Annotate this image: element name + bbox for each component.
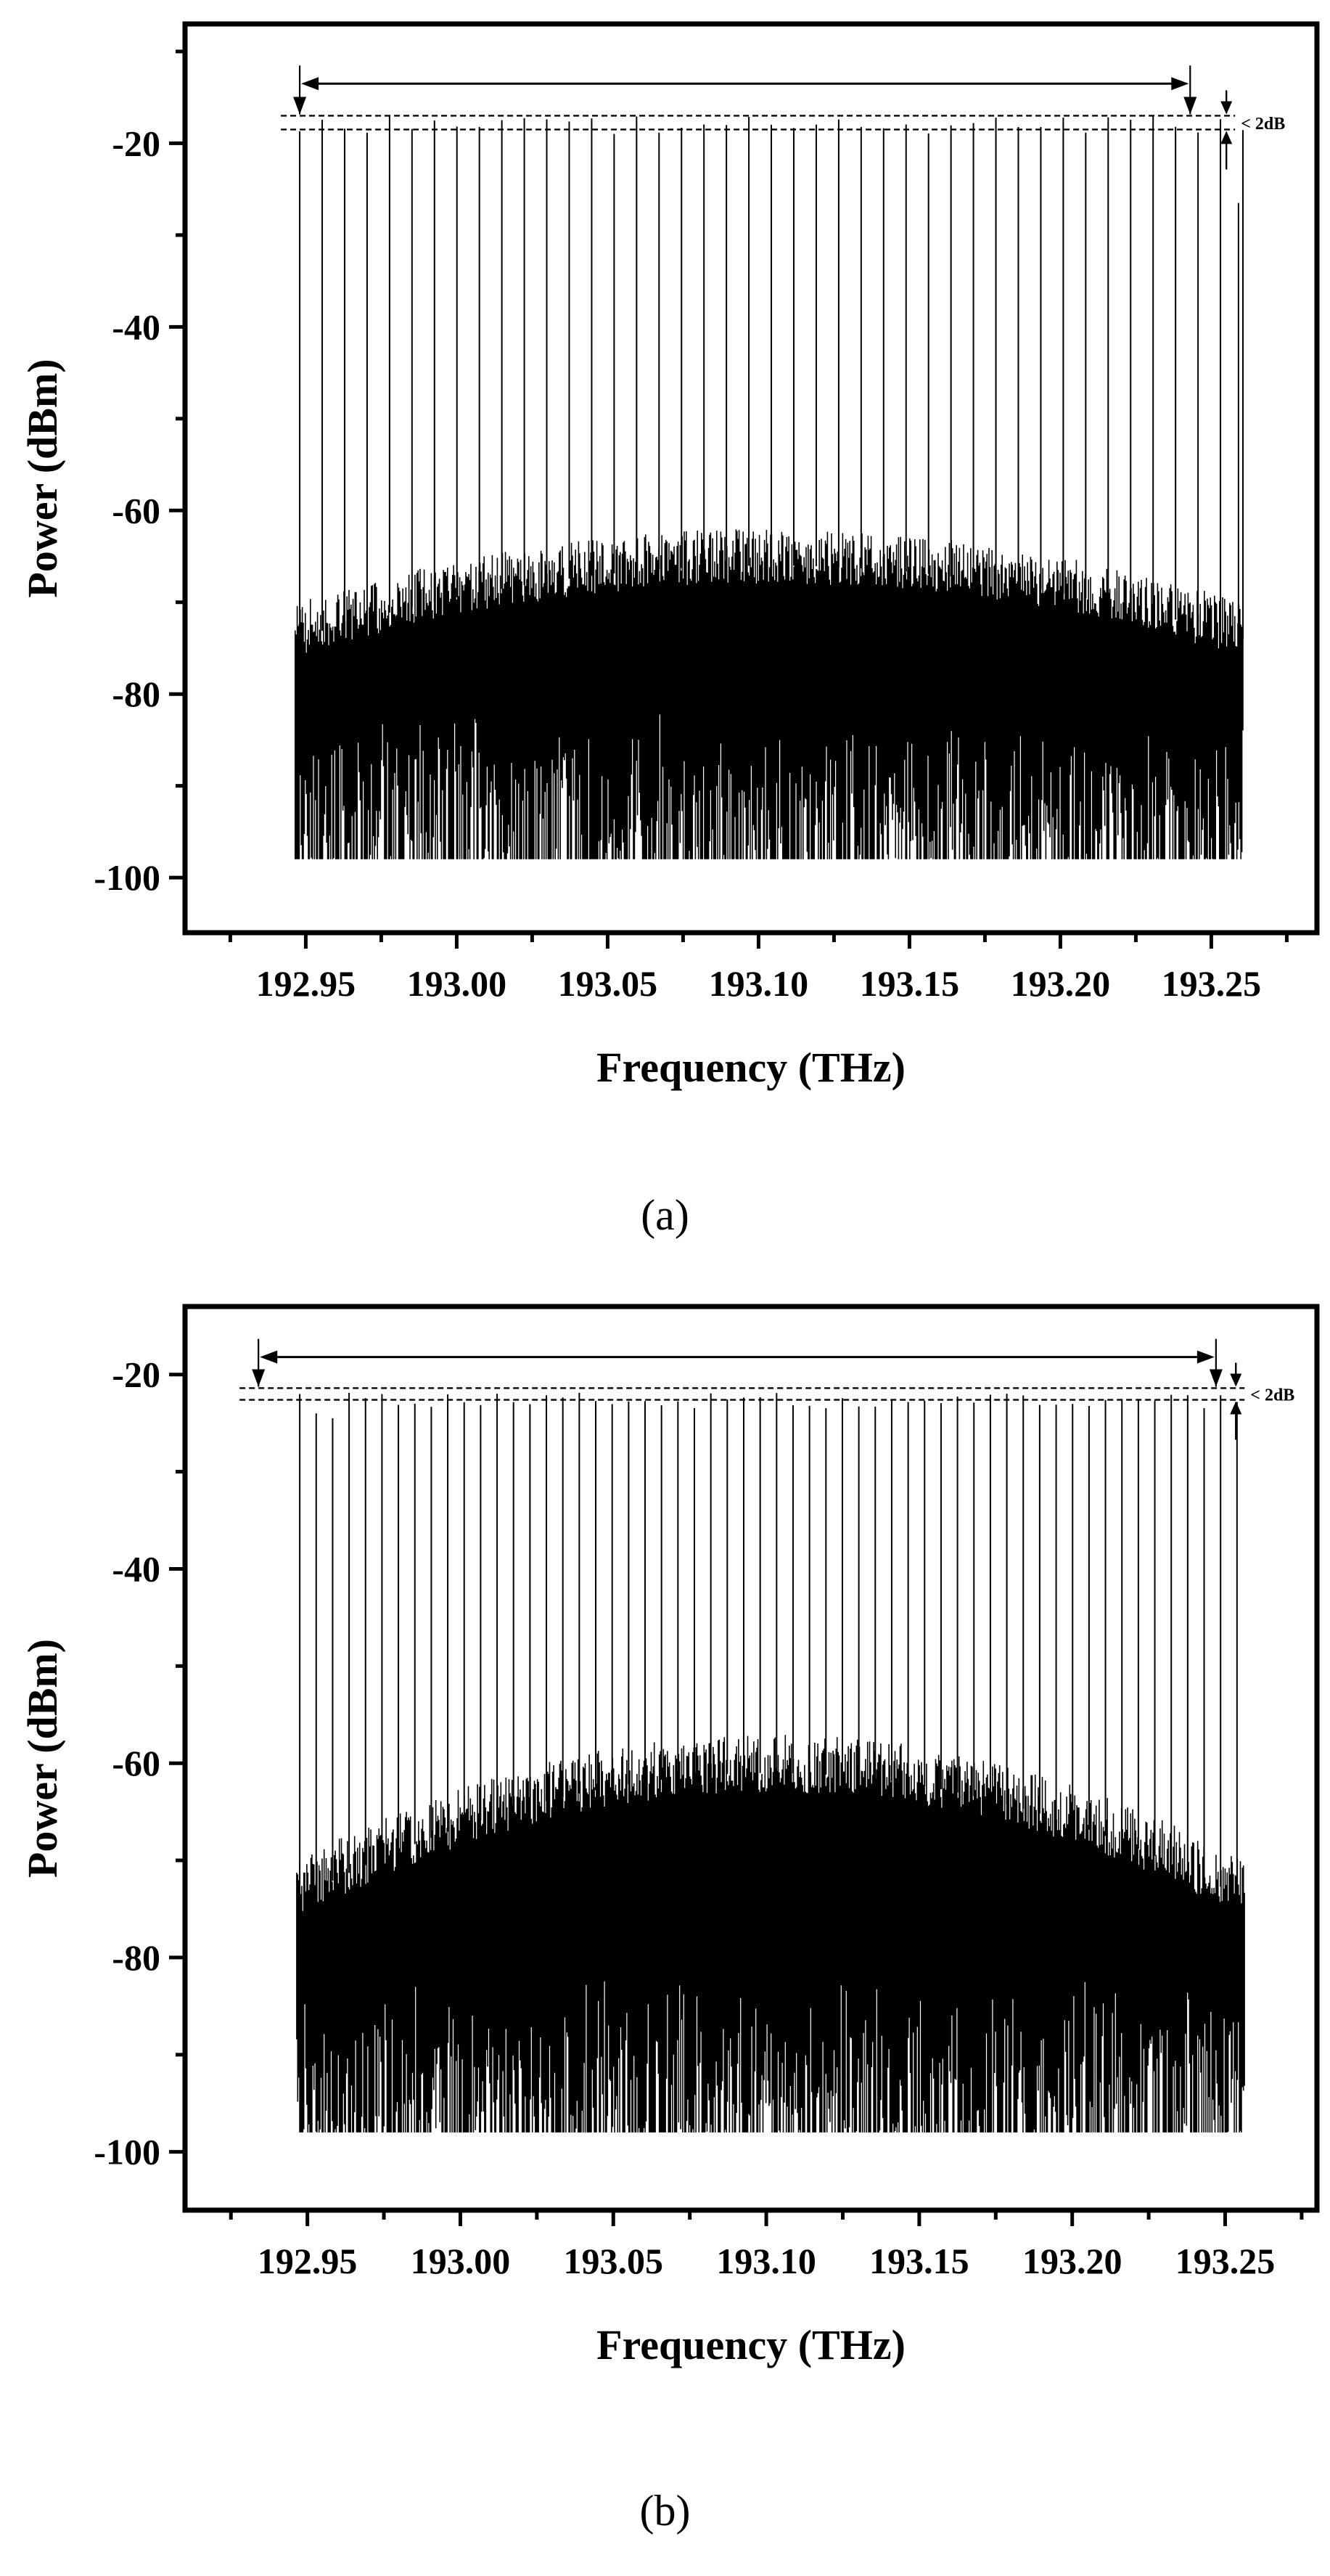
y-tick-label: -20 <box>112 1354 160 1395</box>
x-tick-label: 192.95 <box>258 2241 358 2281</box>
x-tick-label: 193.00 <box>411 2241 511 2281</box>
bracket-right-arrowhead <box>1183 97 1197 115</box>
span-arrowhead-right <box>1171 77 1189 91</box>
spectrum-chart-a: < 2dB 192.95 193.00 193.05 193.10 193.15 193.2… <box>19 21 1320 1091</box>
bracket-left-arrowhead <box>252 1369 266 1387</box>
x-tick-label: 193.05 <box>564 2241 664 2281</box>
flatness-label: < 2dB <box>1241 115 1285 134</box>
x-tick-label: 193.20 <box>1011 963 1111 1004</box>
x-tick-label: 193.00 <box>407 963 507 1004</box>
span-arrowhead-left <box>260 1350 278 1364</box>
caption-a: (a) <box>641 1191 689 1239</box>
flatness-marker-top-arrowhead <box>1220 101 1233 115</box>
caption-b: (b) <box>639 2487 691 2535</box>
x-tick-label: 193.20 <box>1022 2241 1122 2281</box>
plot-frame <box>182 21 1320 936</box>
x-tick-label: 192.95 <box>256 963 356 1004</box>
y-tick-label: -80 <box>112 674 160 714</box>
flatness-marker-top-arrowhead <box>1230 1373 1242 1387</box>
x-tick-label: 193.15 <box>860 963 960 1004</box>
y-tick-label: -40 <box>112 1548 160 1589</box>
noise-floor <box>296 1735 1245 2133</box>
flatness-marker-bottom-arrowhead <box>1230 1401 1242 1415</box>
y-axis-label: Power (dBm) <box>19 1639 66 1878</box>
y-tick-label: -100 <box>94 2132 160 2172</box>
x-axis-label: Frequency (THz) <box>596 2321 906 2368</box>
flatness-marker-bottom-arrowhead <box>1220 131 1233 144</box>
flatness-label: < 2dB <box>1250 1386 1294 1404</box>
x-tick-label: 193.15 <box>869 2241 969 2281</box>
x-tick-label: 193.10 <box>709 963 809 1004</box>
x-tick-label: 193.10 <box>716 2241 816 2281</box>
bracket-right-arrowhead <box>1209 1369 1223 1387</box>
x-tick-label: 193.25 <box>1162 963 1262 1004</box>
plot-frame <box>182 1304 1320 2213</box>
y-tick-label: -40 <box>112 306 160 347</box>
bracket-left-arrowhead <box>293 97 307 115</box>
x-tick-label: 193.05 <box>558 963 658 1004</box>
y-tick-label: -80 <box>112 1937 160 1978</box>
span-arrowhead-right <box>1196 1350 1215 1364</box>
y-tick-label: -20 <box>112 123 160 163</box>
noise-floor <box>295 529 1244 859</box>
x-axis-label: Frequency (THz) <box>596 1044 906 1091</box>
y-tick-label: -60 <box>112 490 160 531</box>
x-tick-label: 193.25 <box>1175 2241 1276 2281</box>
y-tick-label: -100 <box>94 857 160 898</box>
y-tick-label: -60 <box>112 1743 160 1783</box>
span-arrowhead-left <box>301 77 319 91</box>
y-axis-label: Power (dBm) <box>19 359 66 597</box>
spectrum-chart-b: < 2dB 192.95 193.00 193.05 193.10 193.15 193.2… <box>19 1304 1320 2368</box>
